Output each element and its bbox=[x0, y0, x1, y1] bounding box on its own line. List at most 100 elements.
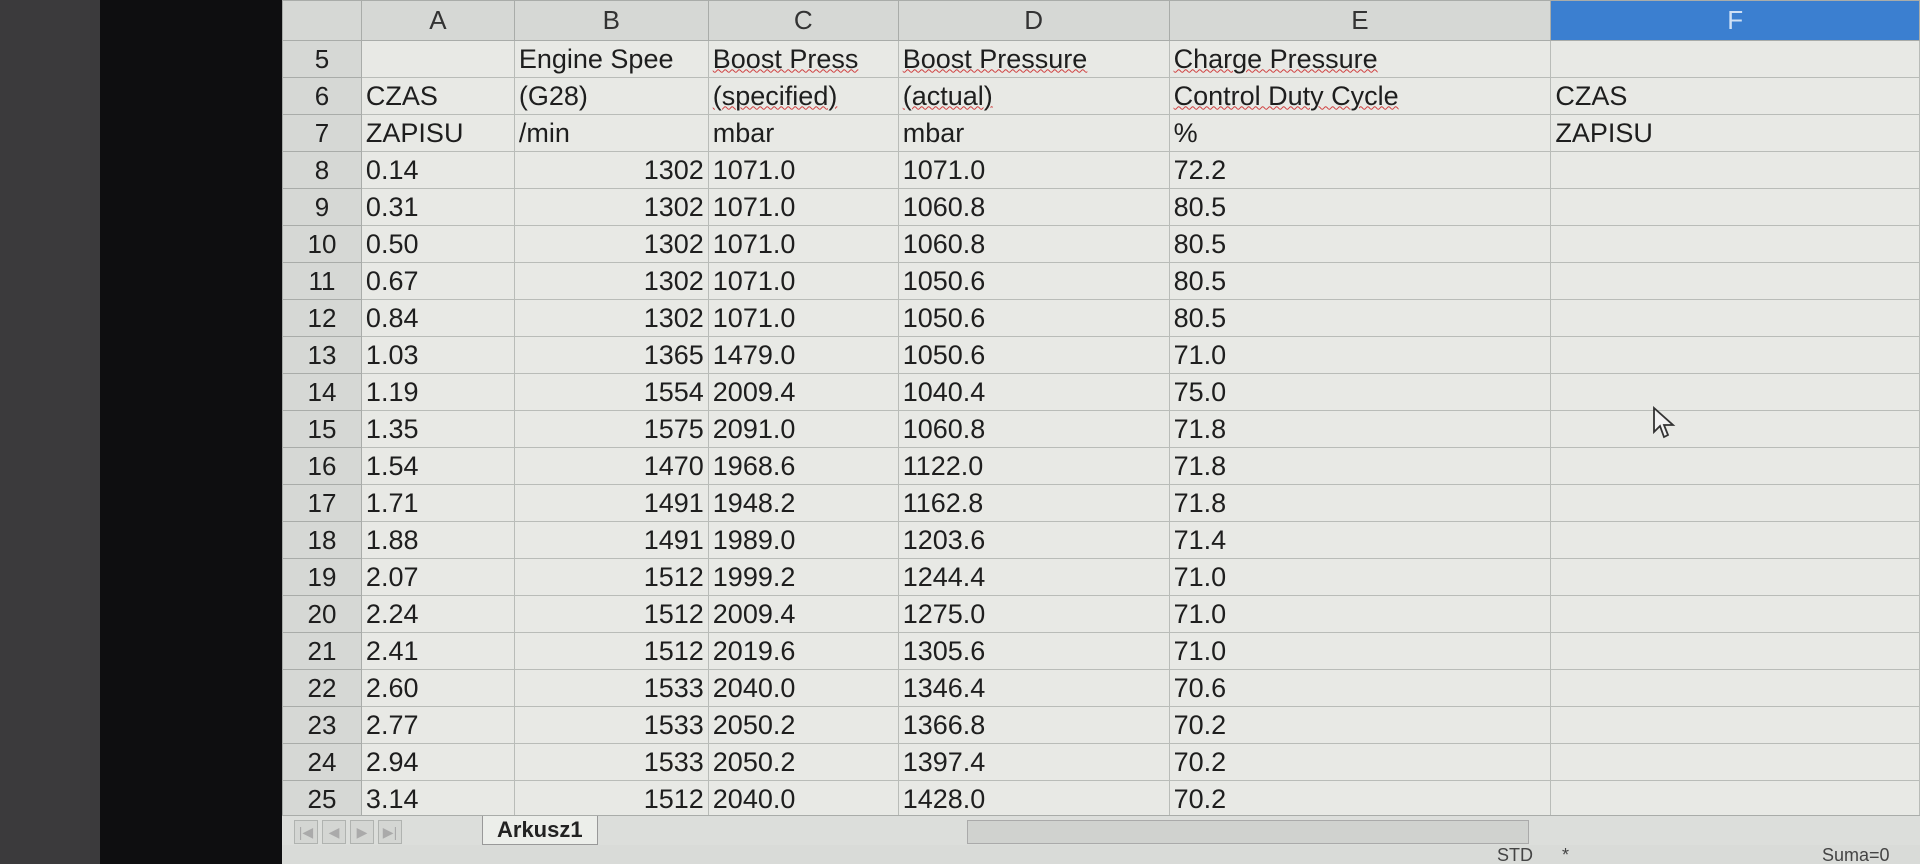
cell-F16[interactable] bbox=[1550, 447, 1920, 485]
cell-A6[interactable]: CZAS bbox=[360, 77, 515, 115]
cell-B25[interactable]: 1512 bbox=[513, 780, 709, 818]
cell-E21[interactable]: 71.0 bbox=[1168, 632, 1552, 670]
row-header[interactable]: 13 bbox=[282, 336, 362, 374]
cell-F6[interactable]: CZAS bbox=[1550, 77, 1920, 115]
cell-E23[interactable]: 70.2 bbox=[1168, 706, 1552, 744]
cell-E24[interactable]: 70.2 bbox=[1168, 743, 1552, 781]
cell-C6[interactable]: (specified) bbox=[707, 77, 899, 115]
cell-B6[interactable]: (G28) bbox=[513, 77, 709, 115]
cell-A25[interactable]: 3.14 bbox=[360, 780, 515, 818]
row-header[interactable]: 19 bbox=[282, 558, 362, 596]
cell-A7[interactable]: ZAPISU bbox=[360, 114, 515, 152]
cell-F12[interactable] bbox=[1550, 299, 1920, 337]
row-header[interactable]: 15 bbox=[282, 410, 362, 448]
cell-E14[interactable]: 75.0 bbox=[1168, 373, 1552, 411]
cell-D17[interactable]: 1162.8 bbox=[897, 484, 1170, 522]
cell-A12[interactable]: 0.84 bbox=[360, 299, 515, 337]
cell-C14[interactable]: 2009.4 bbox=[707, 373, 899, 411]
cell-F23[interactable] bbox=[1550, 706, 1920, 744]
cell-E16[interactable]: 71.8 bbox=[1168, 447, 1552, 485]
cell-C10[interactable]: 1071.0 bbox=[707, 225, 899, 263]
row-header[interactable]: 11 bbox=[282, 262, 362, 300]
horizontal-scrollbar[interactable] bbox=[967, 820, 1529, 844]
cell-A11[interactable]: 0.67 bbox=[360, 262, 515, 300]
cell-B24[interactable]: 1533 bbox=[513, 743, 709, 781]
row-header[interactable]: 23 bbox=[282, 706, 362, 744]
cell-F19[interactable] bbox=[1550, 558, 1920, 596]
cell-F15[interactable] bbox=[1550, 410, 1920, 448]
cell-D12[interactable]: 1050.6 bbox=[897, 299, 1170, 337]
cell-A17[interactable]: 1.71 bbox=[360, 484, 515, 522]
cell-B8[interactable]: 1302 bbox=[513, 151, 709, 189]
cell-C11[interactable]: 1071.0 bbox=[707, 262, 899, 300]
cell-E6[interactable]: Control Duty Cycle bbox=[1168, 77, 1552, 115]
row-header[interactable]: 6 bbox=[282, 77, 362, 115]
cell-A24[interactable]: 2.94 bbox=[360, 743, 515, 781]
cell-F21[interactable] bbox=[1550, 632, 1920, 670]
cell-C24[interactable]: 2050.2 bbox=[707, 743, 899, 781]
cell-E7[interactable]: % bbox=[1168, 114, 1552, 152]
cell-C21[interactable]: 2019.6 bbox=[707, 632, 899, 670]
cell-D7[interactable]: mbar bbox=[897, 114, 1170, 152]
cell-D5[interactable]: Boost Pressure bbox=[897, 40, 1170, 78]
cell-F22[interactable] bbox=[1550, 669, 1920, 707]
cell-A18[interactable]: 1.88 bbox=[360, 521, 515, 559]
cell-C19[interactable]: 1999.2 bbox=[707, 558, 899, 596]
row-header[interactable]: 22 bbox=[282, 669, 362, 707]
cell-D10[interactable]: 1060.8 bbox=[897, 225, 1170, 263]
cell-F13[interactable] bbox=[1550, 336, 1920, 374]
cell-A5[interactable] bbox=[360, 40, 515, 78]
cell-B23[interactable]: 1533 bbox=[513, 706, 709, 744]
column-header-E[interactable]: E bbox=[1168, 0, 1552, 41]
row-header[interactable]: 10 bbox=[282, 225, 362, 263]
cell-F25[interactable] bbox=[1550, 780, 1920, 818]
row-header[interactable]: 12 bbox=[282, 299, 362, 337]
sheet-tab-arkusz1[interactable]: Arkusz1 bbox=[482, 816, 598, 845]
cell-A16[interactable]: 1.54 bbox=[360, 447, 515, 485]
cell-B11[interactable]: 1302 bbox=[513, 262, 709, 300]
column-header-C[interactable]: C bbox=[707, 0, 899, 41]
cell-F9[interactable] bbox=[1550, 188, 1920, 226]
cell-B22[interactable]: 1533 bbox=[513, 669, 709, 707]
cell-E18[interactable]: 71.4 bbox=[1168, 521, 1552, 559]
cell-C20[interactable]: 2009.4 bbox=[707, 595, 899, 633]
row-header[interactable]: 24 bbox=[282, 743, 362, 781]
cell-D21[interactable]: 1305.6 bbox=[897, 632, 1170, 670]
cell-E25[interactable]: 70.2 bbox=[1168, 780, 1552, 818]
row-header[interactable]: 7 bbox=[282, 114, 362, 152]
cell-B13[interactable]: 1365 bbox=[513, 336, 709, 374]
row-header[interactable]: 21 bbox=[282, 632, 362, 670]
cell-E20[interactable]: 71.0 bbox=[1168, 595, 1552, 633]
cell-D22[interactable]: 1346.4 bbox=[897, 669, 1170, 707]
cell-C22[interactable]: 2040.0 bbox=[707, 669, 899, 707]
cell-A8[interactable]: 0.14 bbox=[360, 151, 515, 189]
cell-B21[interactable]: 1512 bbox=[513, 632, 709, 670]
cell-C8[interactable]: 1071.0 bbox=[707, 151, 899, 189]
cell-C25[interactable]: 2040.0 bbox=[707, 780, 899, 818]
cell-D19[interactable]: 1244.4 bbox=[897, 558, 1170, 596]
row-header[interactable]: 18 bbox=[282, 521, 362, 559]
row-header[interactable]: 14 bbox=[282, 373, 362, 411]
cell-D18[interactable]: 1203.6 bbox=[897, 521, 1170, 559]
cell-F18[interactable] bbox=[1550, 521, 1920, 559]
row-header[interactable]: 25 bbox=[282, 780, 362, 818]
cell-D16[interactable]: 1122.0 bbox=[897, 447, 1170, 485]
cell-E15[interactable]: 71.8 bbox=[1168, 410, 1552, 448]
cell-D6[interactable]: (actual) bbox=[897, 77, 1170, 115]
cell-B10[interactable]: 1302 bbox=[513, 225, 709, 263]
cell-C12[interactable]: 1071.0 bbox=[707, 299, 899, 337]
cell-F14[interactable] bbox=[1550, 373, 1920, 411]
cell-C9[interactable]: 1071.0 bbox=[707, 188, 899, 226]
cell-D14[interactable]: 1040.4 bbox=[897, 373, 1170, 411]
cell-D8[interactable]: 1071.0 bbox=[897, 151, 1170, 189]
cell-C13[interactable]: 1479.0 bbox=[707, 336, 899, 374]
cell-E9[interactable]: 80.5 bbox=[1168, 188, 1552, 226]
cell-A20[interactable]: 2.24 bbox=[360, 595, 515, 633]
cell-C17[interactable]: 1948.2 bbox=[707, 484, 899, 522]
cell-B17[interactable]: 1491 bbox=[513, 484, 709, 522]
cell-B18[interactable]: 1491 bbox=[513, 521, 709, 559]
cell-A13[interactable]: 1.03 bbox=[360, 336, 515, 374]
cell-E5[interactable]: Charge Pressure bbox=[1168, 40, 1552, 78]
cell-B19[interactable]: 1512 bbox=[513, 558, 709, 596]
cell-B20[interactable]: 1512 bbox=[513, 595, 709, 633]
